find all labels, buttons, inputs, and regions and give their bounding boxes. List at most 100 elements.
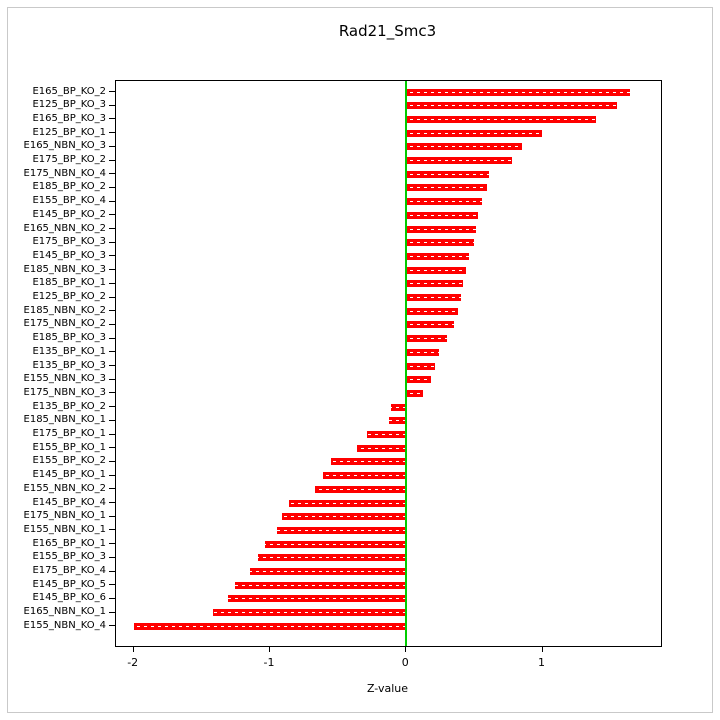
y-axis-label: E165_BP_KO_1: [32, 537, 106, 549]
y-axis-tick: [109, 433, 115, 435]
y-axis-tick: [109, 447, 115, 449]
y-axis-tick: [109, 159, 115, 161]
y-axis-tick: [109, 200, 115, 202]
bar-dotted-stripe: [116, 297, 661, 298]
y-axis-tick: [109, 118, 115, 120]
bar-dotted-stripe: [116, 434, 661, 435]
y-axis-label: E125_BP_KO_2: [32, 291, 106, 302]
y-axis-label: E125_BP_KO_1: [32, 126, 106, 138]
y-axis-label: E155_NBN_KO_4: [23, 619, 106, 631]
bar-dotted-stripe: [116, 392, 661, 394]
y-axis-label: E165_BP_KO_2: [32, 85, 106, 97]
y-axis-tick: [109, 310, 115, 312]
bar-dotted-stripe: [116, 543, 661, 545]
x-axis-tick: [132, 646, 134, 652]
y-axis-tick: [109, 104, 115, 106]
y-axis-label: E145_BP_KO_3: [32, 249, 106, 261]
bar-dotted-stripe: [116, 612, 661, 614]
bar-dotted-stripe: [116, 447, 661, 449]
y-axis-tick: [109, 543, 115, 545]
y-axis-label: E185_NBN_KO_2: [23, 304, 106, 316]
y-axis-tick: [109, 337, 115, 339]
bar-dotted-stripe: [116, 379, 661, 381]
y-axis-tick: [109, 145, 115, 147]
y-axis-tick: [109, 323, 115, 325]
bar-dotted-stripe: [116, 201, 661, 203]
y-axis-label: E155_BP_KO_1: [32, 441, 106, 453]
y-axis-tick: [109, 378, 115, 380]
y-axis-tick: [109, 529, 115, 531]
bar-dotted-stripe: [116, 488, 661, 490]
y-axis-tick: [109, 269, 115, 271]
y-axis-label: E155_BP_KO_3: [32, 551, 106, 563]
y-axis-label: E175_NBN_KO_4: [23, 167, 106, 179]
y-axis-label: E175_BP_KO_3: [32, 236, 106, 248]
y-axis-label: E145_BP_KO_6: [32, 592, 106, 604]
zero-reference-line: [405, 81, 408, 646]
bar-dotted-stripe: [116, 406, 661, 408]
bar-dotted-stripe: [116, 365, 661, 367]
y-axis-label: E175_NBN_KO_1: [23, 510, 106, 522]
bar-dotted-stripe: [116, 584, 661, 586]
bar-dotted-stripe: [116, 132, 661, 134]
y-axis-label: E175_BP_KO_4: [32, 565, 106, 576]
y-axis-tick: [109, 214, 115, 216]
y-axis-label: E145_BP_KO_5: [32, 578, 106, 590]
y-axis-label: E155_NBN_KO_3: [23, 373, 106, 385]
y-axis-tick: [109, 173, 115, 175]
bar-dotted-stripe: [116, 228, 661, 230]
y-axis-label: E125_BP_KO_3: [32, 99, 106, 111]
bar-dotted-stripe: [116, 146, 661, 148]
y-axis-label: E185_BP_KO_3: [32, 332, 106, 344]
y-axis-tick: [109, 228, 115, 229]
chart-title: Rad21_Smc3: [338, 22, 437, 40]
bar-dotted-stripe: [116, 516, 661, 518]
x-axis-tick-label: -1: [263, 656, 275, 669]
y-axis-label: E185_BP_KO_2: [32, 181, 106, 193]
y-axis-label: E175_BP_KO_2: [32, 154, 106, 165]
bar-dotted-stripe: [116, 338, 661, 340]
y-axis-tick: [109, 584, 115, 586]
y-axis-tick: [109, 91, 115, 92]
y-axis-label: E165_BP_KO_3: [32, 112, 106, 124]
y-axis-label: E185_NBN_KO_1: [23, 414, 106, 426]
x-axis-tick-label: -2: [127, 656, 139, 669]
bar-dotted-stripe: [116, 324, 661, 326]
y-axis-label: E145_BP_KO_2: [32, 208, 106, 220]
y-axis-label: E155_BP_KO_2: [32, 455, 106, 467]
bar-dotted-stripe: [116, 598, 661, 600]
y-axis-tick: [109, 460, 115, 462]
bar-dotted-stripe: [116, 269, 661, 271]
y-axis-label: E135_BP_KO_3: [32, 359, 106, 371]
bar-dotted-stripe: [116, 242, 661, 244]
y-axis-label: E165_NBN_KO_1: [23, 606, 106, 618]
bar-dotted-stripe: [116, 351, 661, 353]
bar-dotted-stripe: [116, 173, 661, 175]
x-axis-tick-label: 1: [538, 656, 545, 669]
y-axis-label: E165_NBN_KO_2: [23, 222, 106, 234]
y-axis-tick: [109, 255, 115, 257]
bar-dotted-stripe: [116, 420, 661, 422]
y-axis-label: E145_BP_KO_4: [32, 496, 106, 508]
y-axis-label: E185_NBN_KO_3: [23, 263, 106, 275]
y-axis-tick: [109, 570, 115, 572]
y-axis-label: E175_BP_KO_1: [32, 428, 106, 439]
y-axis-label: E175_NBN_KO_2: [23, 318, 106, 330]
y-axis-label: E175_NBN_KO_3: [23, 386, 106, 398]
bar-dotted-stripe: [116, 557, 661, 559]
y-axis-label: E155_NBN_KO_1: [23, 523, 106, 535]
bar-dotted-stripe: [116, 625, 661, 627]
y-axis-tick: [109, 392, 115, 394]
y-axis-tick: [109, 186, 115, 188]
bar-dotted-stripe: [116, 461, 661, 463]
x-axis-tick: [405, 646, 407, 652]
y-axis-tick: [109, 502, 115, 503]
y-axis-tick: [109, 556, 115, 558]
y-axis-tick: [109, 474, 115, 476]
y-axis-label: E155_BP_KO_4: [32, 195, 106, 207]
x-axis-tick-label: 0: [401, 656, 409, 669]
y-axis-tick: [109, 419, 115, 421]
y-axis-tick: [109, 611, 115, 613]
x-axis-title: Z-value: [366, 682, 409, 695]
